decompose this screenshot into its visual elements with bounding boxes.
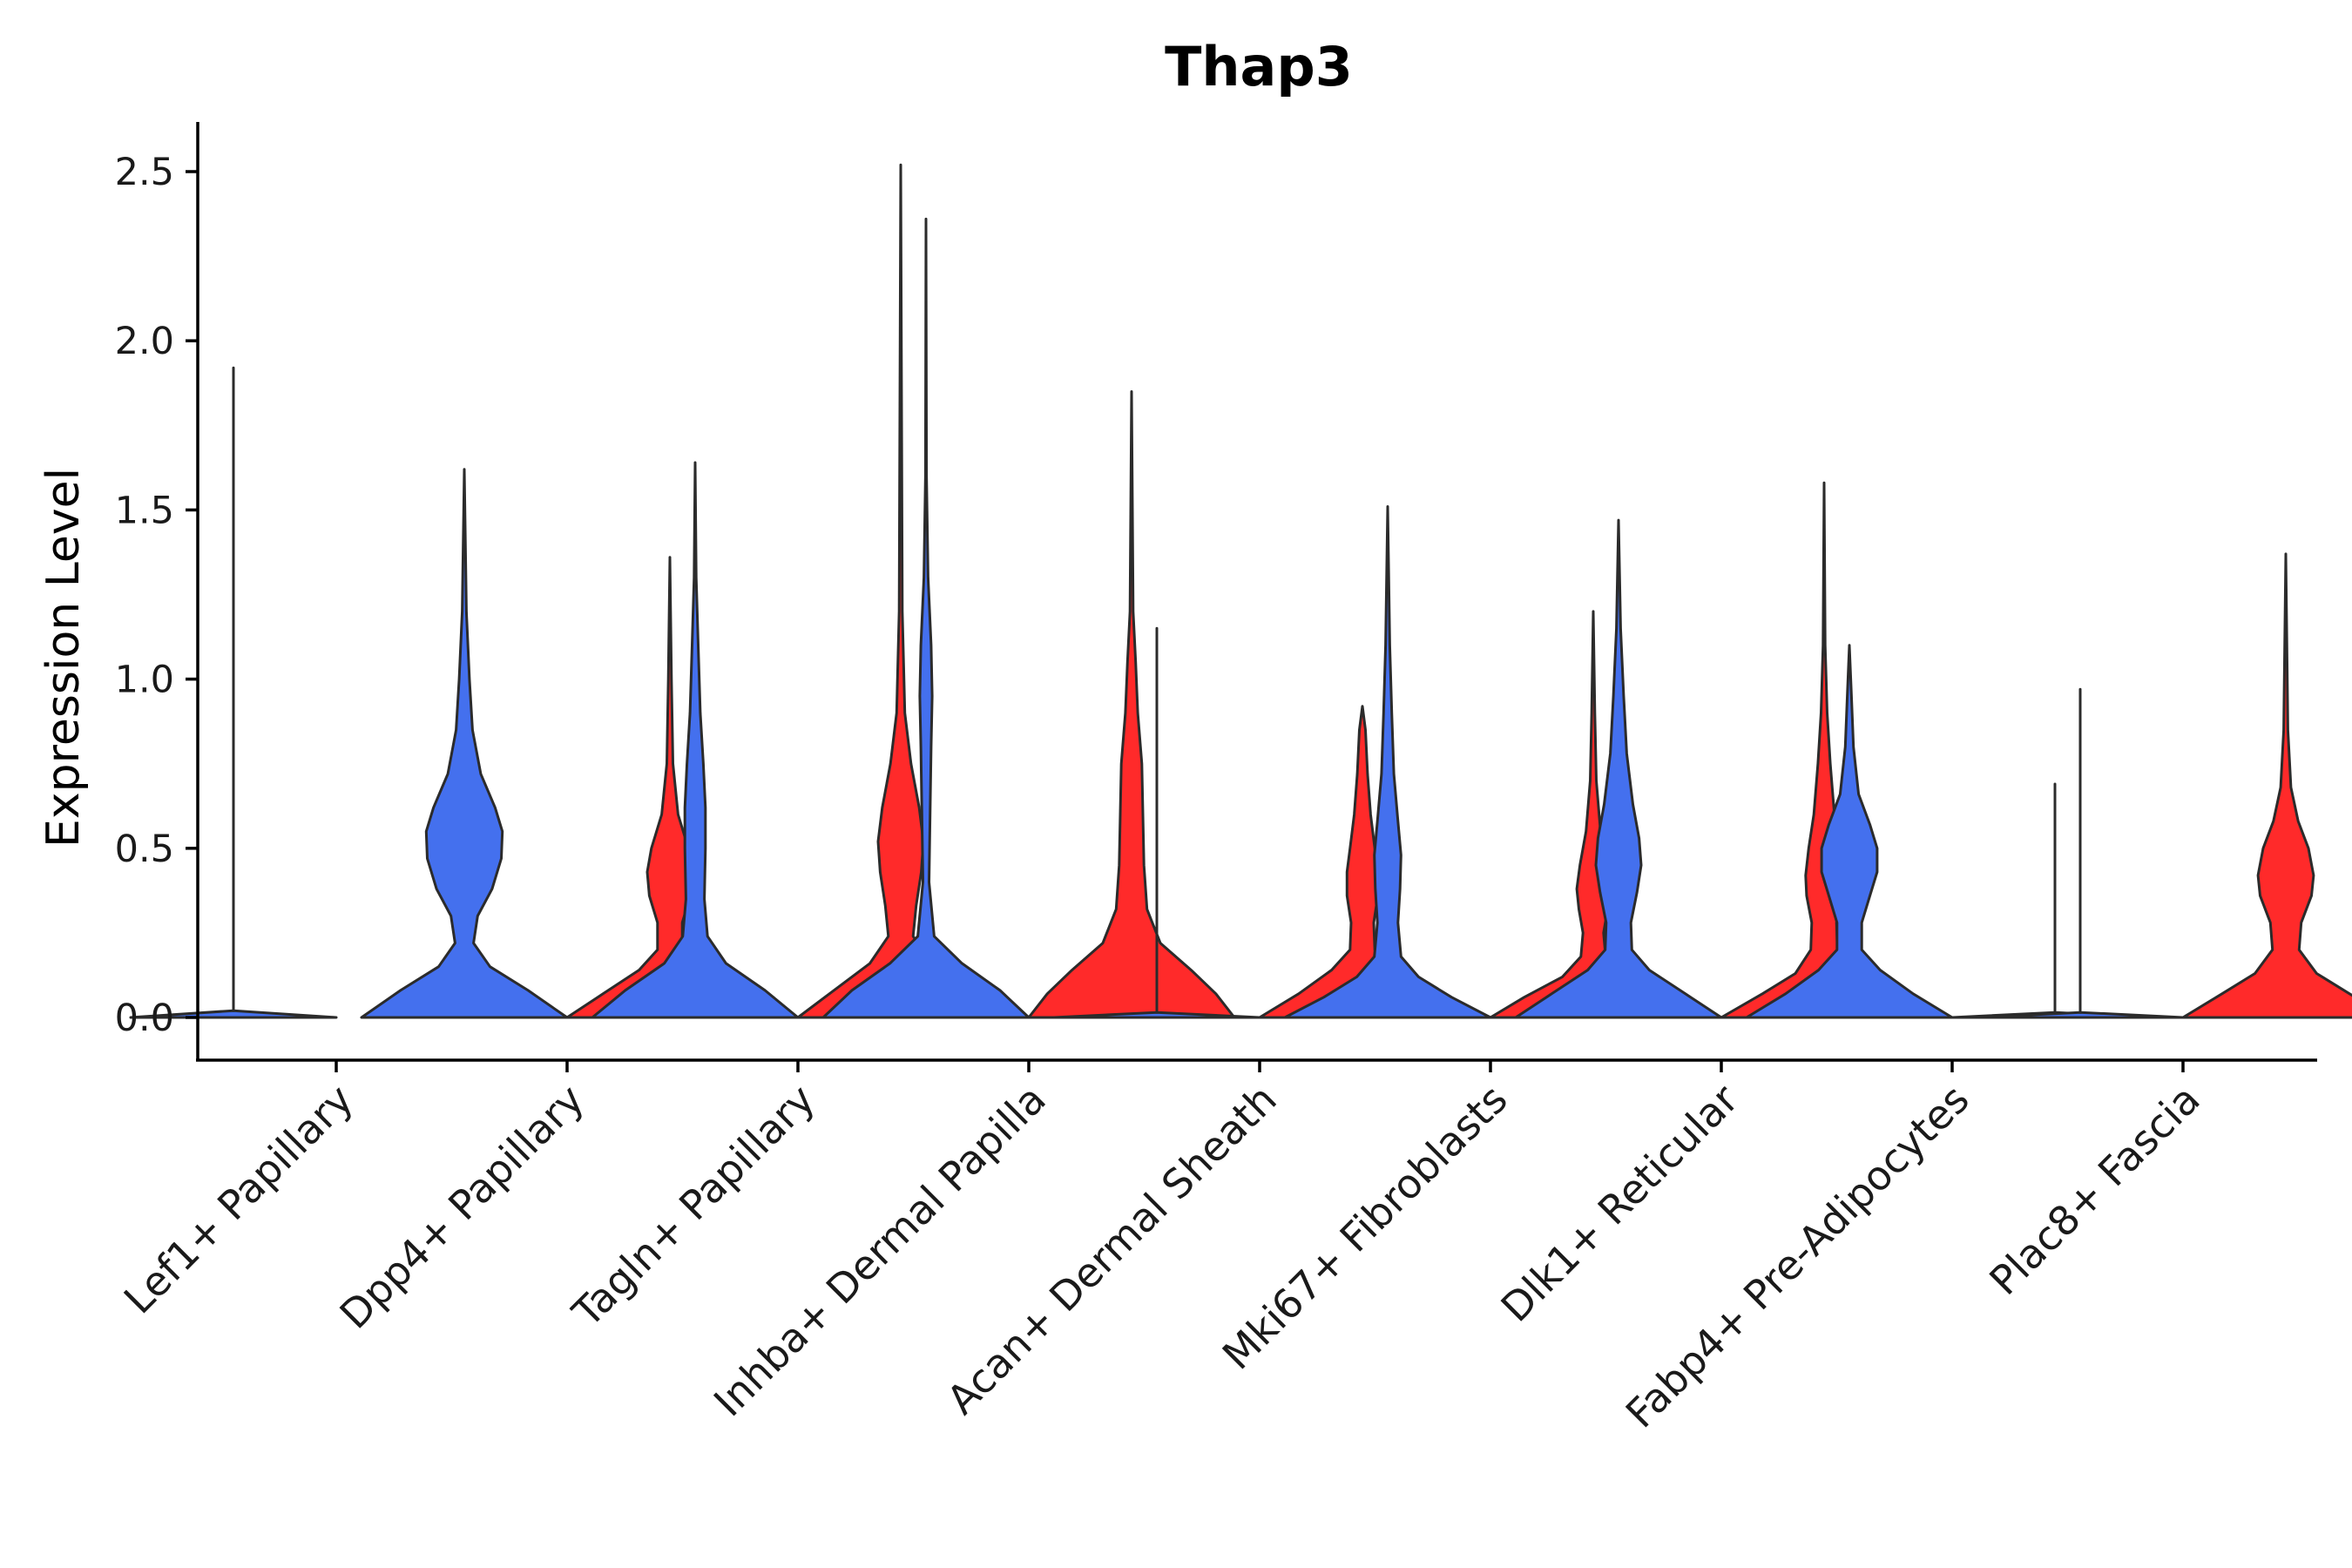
violin-inhba-dermal-papilla-group2 — [1027, 390, 1236, 1019]
x-tick-label-dpp4-papillary: Dpp4+ Papillary — [331, 1076, 593, 1338]
axes — [196, 122, 2317, 1062]
violin-inhba-dermal-papilla-group1 — [821, 217, 1031, 1019]
violin-fabp4-pre-adipocytes-group2 — [1950, 782, 2159, 1019]
violin-dpp4-papillary-group2 — [565, 556, 774, 1019]
x-tick-label-plac8-fascia: Plac8+ Fascia — [1980, 1076, 2208, 1304]
x-tick-label-dlk1-reticular: Dlk1+ Reticular — [1492, 1076, 1747, 1331]
violin-acan-dermal-sheath-group1 — [1052, 626, 1261, 1019]
y-tick-label: 0.0 — [115, 997, 174, 1040]
y-tick-label: 0.5 — [115, 828, 174, 871]
violin-tagln-papillary-group1 — [591, 461, 800, 1019]
y-tick-label: 1.5 — [115, 489, 174, 532]
x-tick-label-tagln-papillary: Tagln+ Papillary — [563, 1076, 824, 1337]
x-tick-label-lef1-papillary: Lef1+ Papillary — [115, 1076, 362, 1323]
violin-plac8-fascia-group1 — [1976, 687, 2185, 1019]
violin-mki67-fibroblasts-group1 — [1283, 505, 1492, 1019]
violin-dlk1-reticular-group1 — [1514, 518, 1723, 1019]
violin-group — [129, 163, 2352, 1019]
violin-acan-dermal-sheath-group2 — [1258, 705, 1467, 1019]
y-tick-label: 2.0 — [115, 320, 174, 363]
violin-mki67-fibroblasts-group2 — [1489, 610, 1698, 1019]
chart-title: Thap3 — [1165, 35, 1353, 98]
violin-plac8-fascia-group2 — [2181, 552, 2352, 1019]
violin-fabp4-pre-adipocytes-group1 — [1745, 644, 1954, 1019]
y-tick-label: 2.5 — [115, 151, 174, 194]
violin-lef1-papillary-group1 — [129, 366, 338, 1019]
violin-dpp4-papillary-group1 — [360, 468, 569, 1019]
violin-tagln-papillary-group2 — [796, 163, 1005, 1019]
y-tick-label: 1.0 — [115, 659, 174, 702]
y-axis-label: Expression Level — [37, 468, 90, 848]
y-ticks: 0.0 0.5 1.0 1.5 2.0 2.5 — [115, 151, 198, 1040]
violin-dlk1-reticular-group2 — [1720, 481, 1929, 1019]
